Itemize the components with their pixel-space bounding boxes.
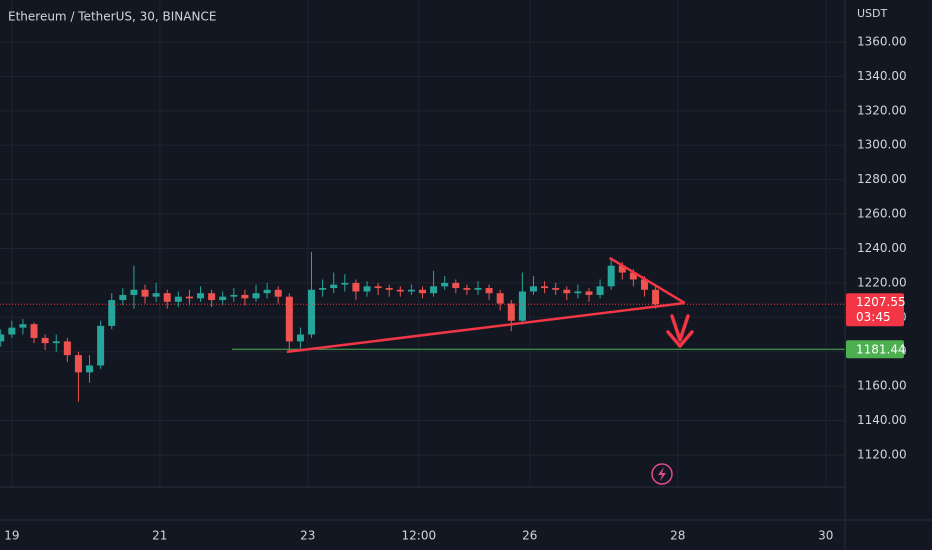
candle-body	[252, 293, 260, 299]
candle-body	[385, 288, 393, 290]
y-tick-label: 1160.00	[857, 379, 907, 393]
candle-body	[163, 293, 171, 302]
candle-body	[241, 294, 249, 299]
candle-body	[208, 293, 216, 301]
candle-body	[541, 286, 549, 289]
marks	[0, 251, 845, 402]
candle-body	[230, 294, 238, 297]
candle-body	[52, 341, 60, 344]
candle-body	[285, 296, 293, 342]
candle-body	[574, 291, 582, 294]
candle-body	[596, 286, 604, 295]
candle-body	[618, 265, 626, 273]
candle-body	[152, 293, 160, 297]
x-tick-label: 19	[4, 529, 19, 543]
candle-body	[197, 293, 205, 299]
grid	[0, 0, 845, 487]
candle-body	[640, 279, 648, 290]
trendline	[286, 301, 685, 354]
candle-body	[396, 289, 404, 292]
candle-body	[319, 288, 327, 290]
candle-body	[452, 282, 460, 289]
axis-unit: USDT	[857, 7, 888, 20]
candle-body	[0, 334, 5, 342]
candle-body	[352, 282, 360, 292]
candle-body	[308, 289, 316, 335]
candle-body	[563, 289, 571, 294]
x-tick-label: 12:00	[402, 529, 437, 543]
candle-body	[219, 296, 227, 301]
candle-body	[130, 289, 138, 295]
x-tick-label: 30	[818, 529, 833, 543]
candle-body	[518, 291, 526, 321]
candle-body	[8, 327, 16, 335]
countdown-label: 03:45	[856, 310, 891, 324]
candle-body	[529, 286, 537, 292]
y-tick-label: 1340.00	[857, 69, 907, 83]
candle-body	[274, 289, 282, 297]
candle-body	[174, 296, 182, 302]
candle-body	[263, 289, 271, 294]
last-price-box	[846, 293, 904, 327]
candle-body	[496, 293, 504, 304]
candle-body	[74, 355, 82, 373]
candle-body	[41, 337, 49, 344]
candle-body	[374, 286, 382, 289]
candle-body	[341, 282, 349, 285]
candle-body	[141, 289, 149, 297]
candle-body	[652, 289, 660, 305]
y-tick-label: 1360.00	[857, 34, 907, 48]
candle-body	[485, 288, 493, 294]
candle-body	[507, 303, 515, 321]
candle-body	[185, 296, 193, 299]
y-tick-label: 1320.00	[857, 103, 907, 117]
chart-title: Ethereum / TetherUS, 30, BINANCE	[8, 10, 216, 24]
candle-body	[463, 288, 471, 290]
x-tick-label: 26	[522, 529, 537, 543]
candle-body	[97, 325, 105, 366]
candle-body	[441, 282, 449, 287]
x-tick-label: 21	[152, 529, 167, 543]
x-tick-label: 28	[670, 529, 685, 543]
y-tick-label: 1280.00	[857, 172, 907, 186]
candle-body	[86, 365, 94, 373]
candle-body	[419, 289, 426, 294]
trendline	[609, 256, 686, 305]
level-label: 1181.44	[856, 343, 906, 357]
candle-body	[19, 324, 27, 328]
candle-body	[474, 288, 482, 290]
level-box	[846, 340, 904, 359]
y-tick-label: 1220.00	[857, 275, 907, 289]
y-tick-label: 1260.00	[857, 207, 907, 221]
candle-body	[407, 289, 415, 292]
y-tick-label: 1120.00	[857, 447, 907, 461]
last-price-label: 1207.55	[856, 295, 906, 309]
candle-body	[63, 341, 71, 356]
candle-body	[363, 286, 371, 292]
down-arrow	[666, 314, 694, 348]
candle-body	[30, 324, 38, 338]
alert-icon[interactable]	[651, 463, 673, 485]
y-tick-label: 1240.00	[857, 241, 907, 255]
candle-body	[552, 288, 560, 290]
candle-body	[607, 265, 615, 287]
candle-body	[430, 286, 438, 294]
lightning	[658, 467, 666, 481]
candle-body	[585, 291, 593, 295]
y-tick-label: 1140.00	[857, 413, 907, 427]
candle-body	[108, 300, 116, 326]
candle-body	[629, 272, 637, 280]
candle-body	[119, 294, 127, 301]
x-tick-label: 23	[300, 529, 315, 543]
candle-body	[330, 284, 338, 289]
y-tick-label: 1300.00	[857, 138, 907, 152]
candle-body	[296, 334, 304, 342]
